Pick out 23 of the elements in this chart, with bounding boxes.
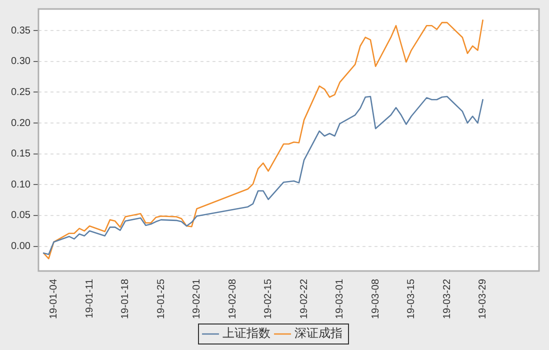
x-tick-label: 19-03-01 [334,278,346,319]
x-tick-label: 19-01-04 [48,278,60,319]
x-tick-label: 19-03-22 [442,278,453,319]
y-tick-label: 0.10 [10,179,31,190]
y-tick-label: 0.20 [10,118,31,129]
x-tick-label: 19-03-15 [406,278,418,319]
y-tick-label: 0.05 [10,210,31,222]
x-tick-label: 19-01-18 [120,278,132,319]
x-tick-label: 19-02-01 [192,278,203,319]
x-tick-label: 19-01-25 [156,278,167,319]
legend-label: 上证指数 [222,326,270,340]
legend-label: 深证成指 [294,326,342,340]
x-tick-label: 19-01-11 [84,278,96,318]
y-tick-label: 0.00 [10,241,31,252]
x-tick-label: 19-02-22 [298,278,310,319]
x-tick-label: 19-03-08 [370,278,382,319]
x-tick-label: 19-02-15 [263,278,274,319]
y-tick-label: 0.25 [10,86,31,98]
x-tick-label: 19-03-29 [478,278,489,319]
x-tick-label: 19-02-08 [227,278,238,319]
y-tick-label: 0.35 [10,25,31,36]
y-tick-label: 0.15 [10,148,31,160]
y-tick-label: 0.30 [10,56,31,68]
